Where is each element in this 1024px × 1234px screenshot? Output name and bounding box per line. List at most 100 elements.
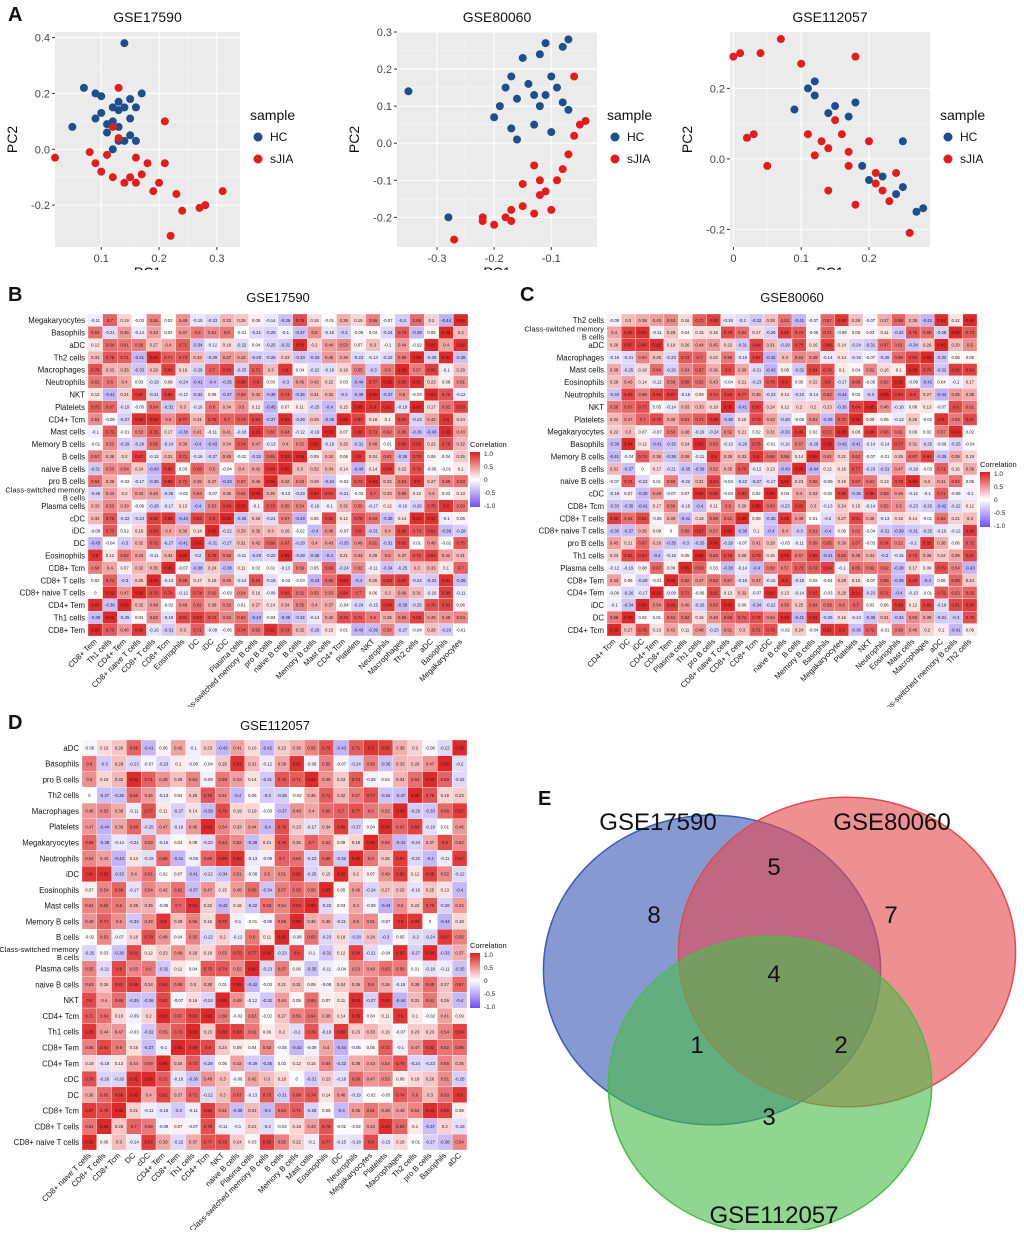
heatmap-cell-value: -0.1 [442, 516, 450, 521]
heatmap-cell-value: 0.73 [174, 1029, 183, 1034]
heatmap-cell-value: 0.49 [367, 966, 376, 971]
heatmap-cell-value: 0.07 [174, 872, 183, 877]
heatmap-cell-value: 0.74 [710, 392, 719, 397]
heatmap-cell-value: 0.39 [923, 615, 932, 620]
heatmap-cell-value: 0.16 [809, 343, 818, 348]
heatmap-cell-value: 0.36 [710, 367, 719, 372]
heatmap-cell-value: -0.11 [440, 856, 450, 861]
heatmap-cell-value: -0.05 [134, 404, 144, 409]
heatmap-cell-value: -0.29 [251, 355, 261, 360]
heatmap-cell-value: 0.74 [281, 392, 290, 397]
heatmap-cell-value: 0.58 [174, 982, 183, 987]
heatmap-row-label: Mast cells [50, 428, 85, 437]
data-point-hc [824, 109, 833, 118]
heatmap-cell-value: 0.74 [352, 777, 361, 782]
heatmap-cell-value: 0.72 [252, 367, 261, 372]
heatmap-cell-value: 0.74 [281, 627, 290, 632]
heatmap-cell-value: -0.03 [295, 578, 305, 583]
heatmap-cell-value: 0.15 [307, 1061, 316, 1066]
data-point-sjia [851, 200, 860, 209]
x-tick-label: -0.3 [428, 253, 447, 265]
heatmap-cell-value: 0.77 [248, 950, 257, 955]
heatmap-cell-value: 0.16 [838, 615, 847, 620]
heatmap-cell-value: 0.37 [174, 1092, 183, 1097]
heatmap-cell-value: 0.76 [766, 380, 775, 385]
heatmap-legend-tick: -0.5 [994, 510, 1006, 517]
heatmap-cell-value: 0.6 [725, 504, 732, 509]
heatmap-cell-value: 0.39 [738, 367, 747, 372]
heatmap-cell-value: -0.39 [894, 578, 904, 583]
heatmap-cell-value: -0.24 [425, 935, 435, 940]
heatmap-cell-value: 0.46 [252, 479, 261, 484]
data-point-hc [535, 50, 544, 59]
heatmap-cell-value: -0.31 [427, 578, 437, 583]
heatmap-row-label: Memory B cells [551, 452, 604, 461]
heatmap-cell-value: 0.78 [823, 367, 832, 372]
heatmap-cell-value: -0.19 [163, 615, 173, 620]
heatmap-cell-value: -0.18 [351, 1140, 361, 1145]
heatmap-cell-value: 0.86 [667, 603, 676, 608]
heatmap-cell-value: -0.19 [908, 466, 918, 471]
heatmap-cell-value: 0.61 [144, 872, 153, 877]
data-point-sjia [564, 150, 573, 159]
heatmap-cell-value: 0.82 [398, 541, 407, 546]
heatmap-cell-value: 0.4 [312, 603, 319, 608]
heatmap-cell-value: -0.02 [366, 1092, 376, 1097]
heatmap-cell-value: 0.71 [937, 466, 946, 471]
heatmap-cell-value: 0.08 [653, 528, 662, 533]
heatmap-cell-value: 0.1 [896, 367, 903, 372]
heatmap-cell-value: 0.02 [809, 429, 818, 434]
heatmap-cell-value: 0.32 [135, 565, 144, 570]
data-point-hc [898, 183, 907, 192]
heatmap-cell-value: 0.94 [427, 392, 436, 397]
heatmap-cell-value: -0.43 [114, 856, 124, 861]
heatmap-cell-value: 0.55 [781, 603, 790, 608]
heatmap-cell-value: 0.14 [909, 516, 918, 521]
heatmap-cell-value: -0.03 [922, 466, 932, 471]
data-point-sjia [824, 144, 833, 153]
heatmap-cell-value: -0.08 [366, 903, 376, 908]
heatmap-cell-value: 0.67 [909, 454, 918, 459]
heatmap-cell-value: 0.61 [120, 343, 129, 348]
heatmap-cell-value: 0.41 [193, 429, 202, 434]
heatmap-cell-value: -0.12 [262, 761, 272, 766]
heatmap-cell-value: -0.05 [865, 380, 875, 385]
heatmap-cell-value: 0.95 [263, 950, 272, 955]
heatmap-cell-value: 0.95 [322, 887, 331, 892]
heatmap-cell-value: -0.13 [823, 504, 833, 509]
heatmap-cell-value: 0.95 [383, 380, 392, 385]
heatmap-cell-value: -0.34 [324, 479, 334, 484]
heatmap-cell-value: -0.22 [237, 343, 247, 348]
heatmap-cell-value: -0.4 [337, 1108, 345, 1113]
heatmap-cell-value: 0.46 [85, 809, 94, 814]
heatmap-cell-value: 0.45 [325, 355, 334, 360]
heatmap-cell-value: 0.95 [164, 565, 173, 570]
legend-marker [943, 154, 953, 164]
data-point-sjia [575, 120, 584, 129]
heatmap-cell-value: 0.43 [367, 1124, 376, 1129]
heatmap-cell-value: 0.95 [208, 528, 217, 533]
heatmap-cell-value: 0.21 [838, 454, 847, 459]
heatmap-title: GSE80060 [760, 290, 824, 305]
heatmap-cell-value: 0.65 [426, 982, 435, 987]
heatmap-cell-value: 0.87 [455, 809, 464, 814]
heatmap-cell-value: 0.48 [204, 1077, 213, 1082]
heatmap-cell-value: -0.28 [351, 935, 361, 940]
heatmap-cell-value: 0.31 [248, 1108, 257, 1113]
heatmap-cell-value: 0.27 [150, 343, 159, 348]
heatmap-cell-value: -0.08 [366, 777, 376, 782]
heatmap-cell-value: -0.39 [823, 417, 833, 422]
heatmap-cell-value: 0.79 [413, 454, 422, 459]
heatmap-cell-value: 0.32 [325, 392, 334, 397]
heatmap-cell-value: 0.62 [866, 565, 875, 570]
heatmap-cell-value: 0.91 [252, 429, 261, 434]
heatmap-cell-value: 0.02 [752, 429, 761, 434]
heatmap-cell-value: -0.07 [666, 491, 676, 496]
heatmap-cell-value: 0.81 [951, 603, 960, 608]
heatmap-cell-value: 0.12 [293, 1061, 302, 1066]
heatmap-cell-value: 0.78 [442, 442, 451, 447]
heatmap-cell-value: -0.04 [723, 479, 733, 484]
heatmap-cell-value: 0.63 [441, 1092, 450, 1097]
heatmap-cell-value: 0.87 [85, 1108, 94, 1113]
heatmap-cell-value: 0.79 [724, 330, 733, 335]
